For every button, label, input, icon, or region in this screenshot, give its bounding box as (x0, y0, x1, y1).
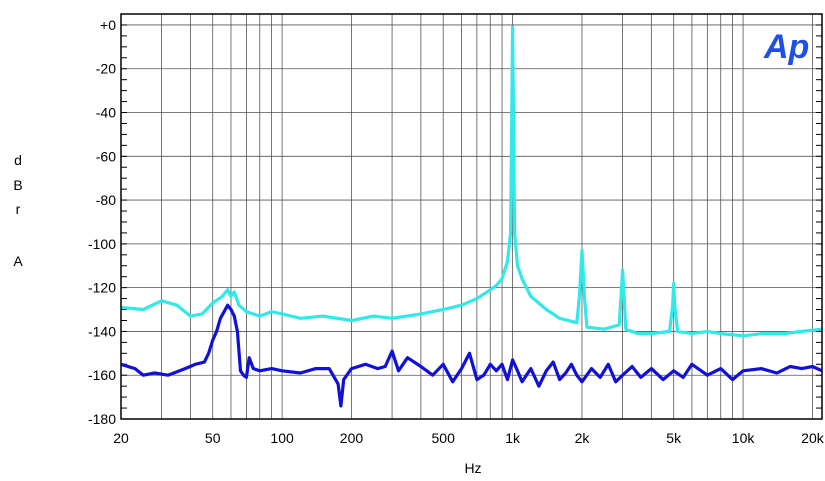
y-label-char: r (16, 201, 21, 217)
y-tick-label: -180 (88, 411, 116, 427)
y-axis-label: dBr A (13, 152, 23, 269)
ap-logo: Ap (763, 28, 809, 66)
series-layer (120, 25, 823, 408)
y-label-char: d (14, 152, 22, 168)
x-tick-label: 20k (801, 430, 825, 446)
y-tick-label: -80 (96, 192, 116, 208)
y-tick-label: -20 (96, 61, 116, 77)
x-tick-label: 20 (113, 430, 129, 446)
x-tick-label: 200 (340, 430, 364, 446)
y-tick-label: -100 (88, 236, 116, 252)
y-tick-label: -160 (88, 367, 116, 383)
y-tick-label: +0 (100, 17, 116, 33)
series-trace-2 (120, 303, 823, 408)
y-tick-label: -40 (96, 105, 116, 121)
y-tick-label: -140 (88, 323, 116, 339)
x-tick-label: 2k (575, 430, 591, 446)
x-tick-label: 1k (505, 430, 521, 446)
x-tick-label: 100 (270, 430, 294, 446)
x-tick-label: 10k (732, 430, 756, 446)
y-tick-labels: +0 -20 -40 -60 -80 -100 -120 -140 -160 -180 (88, 17, 116, 427)
series-trace-1 (120, 25, 823, 338)
x-tick-labels: 20 50 100 200 500 1k 2k 5k 10k 20k (113, 430, 825, 446)
x-tick-label: 500 (432, 430, 456, 446)
x-tick-label: 50 (205, 430, 221, 446)
x-axis-label: Hz (464, 460, 481, 476)
y-label-char: B (13, 177, 22, 193)
y-label-char: A (13, 253, 23, 269)
y-tick-label: -60 (96, 148, 116, 164)
plot-frame (120, 13, 823, 420)
y-tick-label: -120 (88, 280, 116, 296)
x-tick-label: 5k (666, 430, 682, 446)
